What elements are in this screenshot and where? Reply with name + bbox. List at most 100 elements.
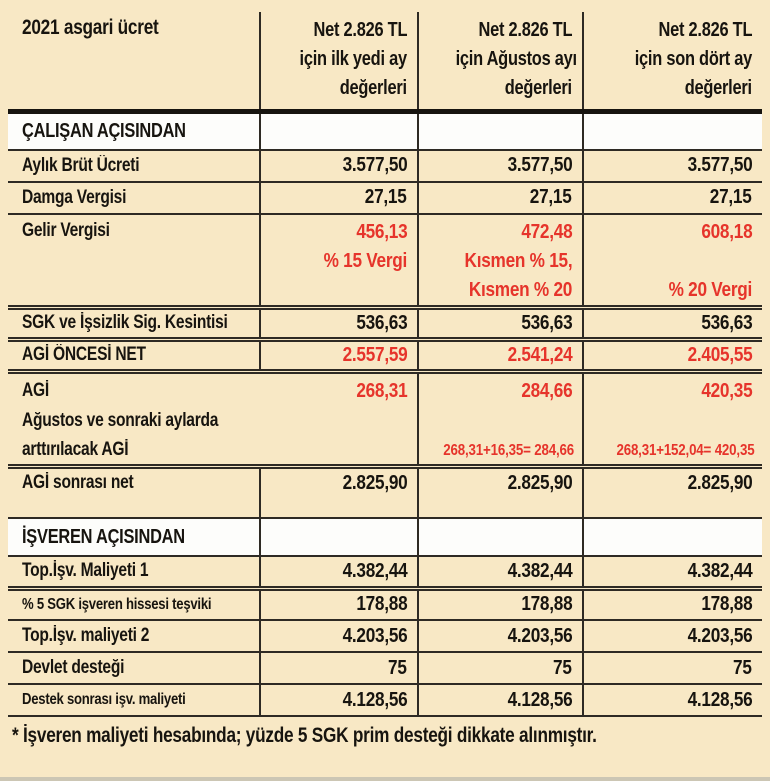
header-title: 2021 asgari ücret	[8, 12, 261, 114]
header-title-text: 2021 asgari ücret	[22, 16, 159, 39]
agi-label: AGİ	[22, 376, 256, 406]
value-cell: 75	[260, 651, 419, 684]
agi-row: AGİ Ağustos ve sonraki aylarda arttırılaca…	[8, 368, 762, 466]
header-line-text: değerleri	[504, 77, 572, 99]
spacer-cell	[418, 498, 584, 518]
value-line	[586, 247, 752, 276]
spacer-cell	[260, 498, 419, 518]
value-cell: 472,48 Kısmen % 15, Kısmen % 20	[418, 212, 584, 307]
value: 2.825,90	[687, 471, 752, 494]
value-line: Kısmen % 20	[421, 276, 573, 305]
value-cell: 27,15	[260, 180, 419, 214]
value-cell: 4.203,56	[260, 619, 419, 652]
section-empty-cell	[260, 517, 419, 557]
value-cell: 27,15	[418, 180, 584, 214]
value-cell: 536,63	[418, 304, 584, 339]
table-row-multiline: Gelir Vergisi 456,13 % 15 Vergi 472,48 Kısme…	[8, 212, 762, 307]
header-line-text: için Ağustos ayı	[455, 48, 577, 70]
value: 4.203,56	[507, 624, 572, 647]
value-line-text: 456,13	[355, 220, 407, 243]
value-cell: 3.577,50	[260, 148, 419, 182]
value-line-text: Kısmen % 20	[468, 278, 573, 301]
value: 27,15	[530, 186, 572, 208]
table-row: Top.İşv. Maliyeti 1 4.382,44 4.382,44 4.382…	[8, 555, 762, 588]
spacer-cell	[8, 498, 261, 518]
value: 4.128,56	[507, 688, 572, 711]
value-cell: 536,63	[583, 304, 762, 339]
agi-value-line: 420,35	[586, 376, 752, 406]
value-cell: 2.825,90	[418, 463, 584, 498]
header-line-text: için son dört ay	[634, 48, 753, 70]
row-label-cell: Aylık Brüt Ücreti	[8, 148, 261, 182]
value: 4.382,44	[507, 559, 572, 582]
value-cell: 4.382,44	[260, 555, 419, 588]
value-cell: 4.203,56	[583, 619, 762, 652]
value-cell: 3.577,50	[418, 148, 584, 182]
agi-formula: 268,31+152,04= 420,35	[594, 442, 754, 460]
value-cell: 75	[583, 651, 762, 684]
value-cell: 178,88	[418, 585, 584, 620]
value-line: % 20 Vergi	[586, 276, 753, 305]
value: 4.382,44	[687, 559, 752, 582]
value-cell: 4.128,56	[260, 683, 419, 717]
value: 178,88	[700, 593, 752, 616]
value-cell: 536,63	[260, 304, 419, 339]
header-line: değerleri	[271, 74, 407, 103]
value: 75	[388, 656, 407, 679]
value-cell: 178,88	[583, 585, 762, 620]
value-line	[263, 276, 407, 305]
value-line-text: 472,48	[520, 220, 572, 243]
value: 536,63	[355, 311, 407, 334]
footnote-text: * İşveren maliyeti hesabında; yüzde 5 SG…	[12, 724, 597, 747]
table-row: AGİ ÖNCESİ NET 2.557,59 2.541,24 2.405,55	[8, 336, 762, 371]
row-label-cell: Devlet desteği	[8, 651, 261, 684]
agi-value-cell: 420,35 268,31+152,04= 420,35	[583, 368, 762, 466]
header-line: değerleri	[429, 74, 572, 103]
value: 3.577,50	[687, 154, 752, 176]
header-line-text: Net 2.826 TL	[658, 19, 752, 41]
header-line: Net 2.826 TL	[271, 16, 407, 45]
row-label-cell: Damga Vergisi	[8, 180, 261, 214]
header-line: Net 2.826 TL	[429, 16, 572, 45]
agi-sublabel-text: arttırılacak AGİ	[22, 438, 129, 460]
value: 2.557,59	[342, 343, 407, 366]
value-cell: 27,15	[583, 180, 762, 214]
value: 2.405,55	[687, 343, 752, 366]
section-label: İŞVEREN AÇISINDAN	[22, 525, 185, 548]
value: 3.577,50	[342, 154, 407, 176]
header-line-text: Net 2.826 TL	[478, 19, 572, 41]
header-col: Net 2.826 TL için ilk yedi ay değerleri	[260, 12, 419, 114]
value-cell: 2.557,59	[260, 336, 419, 371]
row-label-cell: Destek sonrası işv. maliyeti	[8, 683, 261, 717]
value: 27,15	[710, 186, 752, 208]
row-label: Destek sonrası işv. maliyeti	[22, 691, 186, 708]
value: 4.203,56	[342, 624, 407, 647]
table-row: Destek sonrası işv. maliyeti 4.128,56 4.12…	[8, 683, 762, 717]
agi-label-text: AGİ	[22, 379, 49, 401]
value-line-text: 608,18	[700, 220, 752, 243]
table-body: ÇALIŞAN AÇISINDAN Aylık Brüt Ücreti 3.577,…	[8, 110, 762, 717]
agi-label-cell: AGİ Ağustos ve sonraki aylarda arttırılaca…	[8, 368, 260, 466]
header-line-text: için ilk yedi ay	[299, 48, 408, 70]
value: 75	[553, 656, 572, 679]
value-cell: 608,18 % 20 Vergi	[583, 212, 762, 307]
value: 536,63	[520, 311, 572, 334]
agi-value: 268,31	[355, 379, 407, 402]
value: 2.825,90	[342, 471, 407, 494]
value: 2.541,24	[507, 343, 572, 366]
row-label: Devlet desteği	[22, 657, 125, 678]
section-row: İŞVEREN AÇISINDAN	[8, 517, 762, 557]
header-col: Net 2.826 TL için son dört ay değerleri	[583, 12, 762, 114]
spacer-cell	[583, 498, 762, 518]
table-header: 2021 asgari ücret Net 2.826 TL için ilk ye…	[8, 12, 762, 114]
row-label: Damga Vergisi	[22, 186, 127, 208]
value-cell: 2.825,90	[260, 463, 419, 498]
agi-value-line: 268,31	[262, 376, 407, 406]
agi-value-cell: 268,31	[260, 368, 419, 466]
value-cell: 2.825,90	[583, 463, 762, 498]
table-row: Aylık Brüt Ücreti 3.577,50 3.577,50 3.577,5…	[8, 148, 762, 182]
table-row: Devlet desteği 75 75 75	[8, 651, 762, 684]
row-label-cell: Top.İşv. maliyeti 2	[8, 619, 261, 652]
value: 178,88	[520, 593, 572, 616]
value-line-text: % 15 Vergi	[323, 249, 408, 272]
